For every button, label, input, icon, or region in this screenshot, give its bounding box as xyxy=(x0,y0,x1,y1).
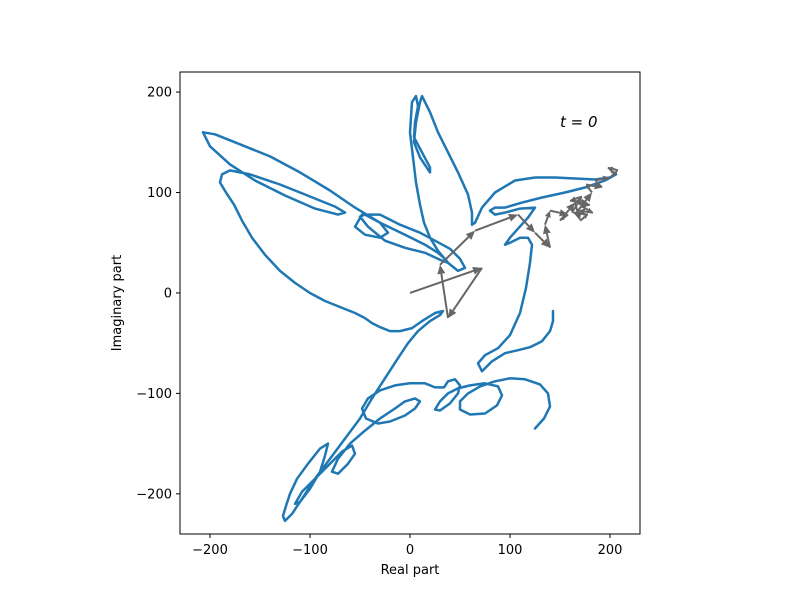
phasor-arrow-head xyxy=(472,267,482,275)
phasor-arrow-shaft xyxy=(585,183,595,188)
phasor-arrow-shaft xyxy=(569,199,582,204)
phasor-arrow xyxy=(585,182,602,190)
phasor-arrow-shaft xyxy=(534,231,545,243)
y-axis-ticks: −200 −100 0 100 200 xyxy=(136,86,180,502)
phasor-arrow-shaft xyxy=(575,195,583,200)
phasor-arrow-shaft xyxy=(571,203,579,214)
phasor-arrow-shaft xyxy=(607,166,613,172)
phasor-arrow xyxy=(607,166,615,175)
phasor-arrow-head xyxy=(544,210,551,218)
phasor-arrow-head xyxy=(465,230,475,240)
y-tick-label: 100 xyxy=(147,186,172,201)
phasor-arrow-head xyxy=(610,169,615,175)
phasor-arrow-head xyxy=(540,238,550,248)
phasor-arrow-shaft xyxy=(594,177,604,182)
phasor-arrow-shaft xyxy=(584,210,594,214)
phasor-arrow-shaft xyxy=(581,205,589,211)
x-tick-label: 200 xyxy=(598,543,623,558)
phasor-arrow-shaft xyxy=(609,172,616,179)
x-tick-label: 100 xyxy=(498,543,523,558)
x-tick-label: −100 xyxy=(292,543,328,558)
phasor-arrow xyxy=(474,214,518,232)
x-axis-label: Real part xyxy=(381,563,440,578)
phasor-arrow-shaft xyxy=(597,182,603,189)
x-tick-label: −200 xyxy=(192,543,228,558)
phasor-arrow-shaft xyxy=(559,208,571,222)
phasor-arrow xyxy=(577,192,592,212)
phasor-arrow xyxy=(594,175,610,182)
phasor-arrow-head xyxy=(602,175,610,182)
phasor-arrow-shaft xyxy=(452,267,483,312)
phasor-arrow-shaft xyxy=(579,212,589,216)
phasor-arrow xyxy=(609,170,618,179)
phasor-arrow xyxy=(544,210,551,225)
phasor-arrow-head xyxy=(595,180,600,186)
phasor-arrow xyxy=(578,208,594,215)
phasor-arrow-shaft xyxy=(440,273,449,319)
y-tick-label: −100 xyxy=(136,387,172,402)
phasor-arrow xyxy=(572,210,589,217)
phasor-arrow-head xyxy=(594,182,602,190)
phasor-arrow-shaft xyxy=(439,236,470,266)
phasor-arrow-head xyxy=(525,223,535,233)
phasor-arrow-shaft xyxy=(549,209,561,214)
phasor-arrow-head xyxy=(583,214,588,219)
phasor-arrow-shaft xyxy=(585,203,591,207)
phasor-arrow-head xyxy=(437,264,446,275)
phasor-arrow-shaft xyxy=(544,216,549,225)
phasor-arrow-head xyxy=(448,308,457,319)
phasor-arrow xyxy=(439,230,475,266)
phasor-arrow-head xyxy=(583,192,592,203)
y-axis-label: Imaginary part xyxy=(110,255,125,351)
phasor-arrow-shaft xyxy=(545,233,551,248)
phasor-arrow xyxy=(437,264,449,319)
phasor-arrow-head xyxy=(612,170,618,176)
y-tick-label: 200 xyxy=(147,86,172,101)
y-tick-label: −200 xyxy=(136,487,172,502)
phasor-arrows xyxy=(409,166,619,319)
x-tick-label: 0 xyxy=(406,543,414,558)
time-annotation: t = 0 xyxy=(560,113,598,131)
y-tick-label: 0 xyxy=(164,286,172,301)
phasor-arrow xyxy=(595,180,603,189)
x-axis-ticks: −200 −100 0 100 200 xyxy=(192,534,622,558)
phasor-arrow-shaft xyxy=(517,213,530,227)
phasor-arrow xyxy=(542,224,551,248)
phasor-arrow-shaft xyxy=(474,216,510,232)
phasor-arrow-shaft xyxy=(577,199,588,212)
phasor-arrow-shaft xyxy=(587,187,593,194)
phasor-arrow xyxy=(579,214,588,222)
phasor-arrow-head xyxy=(572,210,580,217)
phasor-arrow-head xyxy=(542,224,551,235)
phasor-arrow xyxy=(448,267,483,319)
phasor-arrow xyxy=(517,213,535,233)
phasor-arrow-shaft xyxy=(612,167,619,172)
phasor-arrow-shaft xyxy=(579,216,586,222)
phasor-arrow xyxy=(534,231,550,248)
phasor-arrow-head xyxy=(578,208,586,215)
phasor-arrow-shaft xyxy=(574,202,579,213)
phasor-arrow-shaft xyxy=(562,213,569,219)
phasor-arrow-head xyxy=(508,214,518,222)
